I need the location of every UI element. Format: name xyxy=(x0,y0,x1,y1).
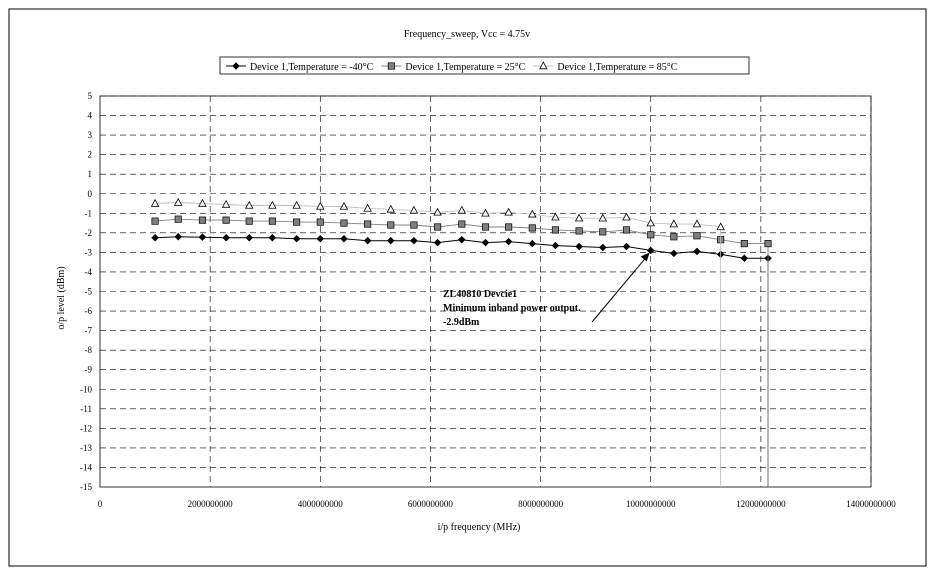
y-tick-label: 4 xyxy=(88,111,93,121)
x-tick-label: 10000000000 xyxy=(626,499,676,509)
data-point xyxy=(529,225,535,231)
data-point xyxy=(152,218,158,224)
data-point xyxy=(741,240,747,246)
annotation-line: -2.9dBm xyxy=(443,317,480,328)
data-point xyxy=(576,228,582,234)
outer-border xyxy=(9,9,926,566)
data-point xyxy=(199,217,205,223)
y-tick-label: 0 xyxy=(88,189,93,199)
data-point xyxy=(694,233,700,239)
annotation-line: ZL40810 Devcie1 xyxy=(443,289,517,300)
y-tick-label: -11 xyxy=(80,404,92,414)
data-point xyxy=(293,219,299,225)
y-tick-label: -9 xyxy=(85,365,93,375)
data-point xyxy=(552,227,558,233)
data-point xyxy=(600,229,606,235)
chart-title: Frequency_sweep, Vcc = 4.75v xyxy=(404,29,530,40)
y-tick-label: -13 xyxy=(80,443,92,453)
x-tick-label: 8000000000 xyxy=(518,499,564,509)
data-point xyxy=(269,218,275,224)
data-point xyxy=(175,216,181,222)
legend: Device 1,Temperature = -40°C Device 1,Tem… xyxy=(220,57,749,74)
y-tick-label: -14 xyxy=(80,462,92,472)
x-tick-label: 4000000000 xyxy=(298,499,344,509)
annotation-line: Minimum inband power output. xyxy=(443,303,581,314)
y-tick-label: -1 xyxy=(85,208,93,218)
y-tick-label: -2 xyxy=(85,228,93,238)
data-point xyxy=(364,221,370,227)
x-axis-label: i/p frequency (MHz) xyxy=(438,522,521,533)
y-tick-label: -3 xyxy=(85,247,93,257)
legend-label: Device 1,Temperature = 25°C xyxy=(405,62,525,73)
data-point xyxy=(411,222,417,228)
x-tick-label: 2000000000 xyxy=(188,499,234,509)
data-point xyxy=(434,224,440,230)
data-point xyxy=(223,217,229,223)
y-tick-label: 1 xyxy=(88,169,93,179)
data-point xyxy=(765,240,771,246)
data-point xyxy=(671,234,677,240)
y-tick-label: -15 xyxy=(80,482,92,492)
x-tick-label: 12000000000 xyxy=(736,499,786,509)
y-axis-label: o/p level (dBm) xyxy=(56,266,67,329)
data-point xyxy=(388,222,394,228)
data-point xyxy=(482,224,488,230)
y-tick-label: 2 xyxy=(88,150,93,160)
data-point xyxy=(648,232,654,238)
data-point xyxy=(505,224,511,230)
y-tick-label: -5 xyxy=(85,287,93,297)
y-tick-label: 3 xyxy=(88,130,93,140)
legend-label: Device 1,Temperature = 85°C xyxy=(557,62,677,73)
y-tick-label: -4 xyxy=(85,267,93,277)
y-tick-label: -8 xyxy=(85,345,93,355)
x-tick-label: 6000000000 xyxy=(408,499,454,509)
data-point xyxy=(459,221,465,227)
legend-swatch-marker xyxy=(388,63,394,69)
data-point xyxy=(317,219,323,225)
y-tick-label: -10 xyxy=(80,384,92,394)
x-tick-label: 14000000000 xyxy=(846,499,896,509)
data-point xyxy=(623,227,629,233)
x-tick-label: 0 xyxy=(98,499,103,509)
y-tick-label: -6 xyxy=(85,306,93,316)
y-tick-label: -7 xyxy=(85,326,93,336)
data-point xyxy=(341,220,347,226)
legend-label: Device 1,Temperature = -40°C xyxy=(250,62,374,73)
y-tick-label: -12 xyxy=(80,423,92,433)
y-tick-label: 5 xyxy=(88,91,93,101)
data-point xyxy=(246,218,252,224)
